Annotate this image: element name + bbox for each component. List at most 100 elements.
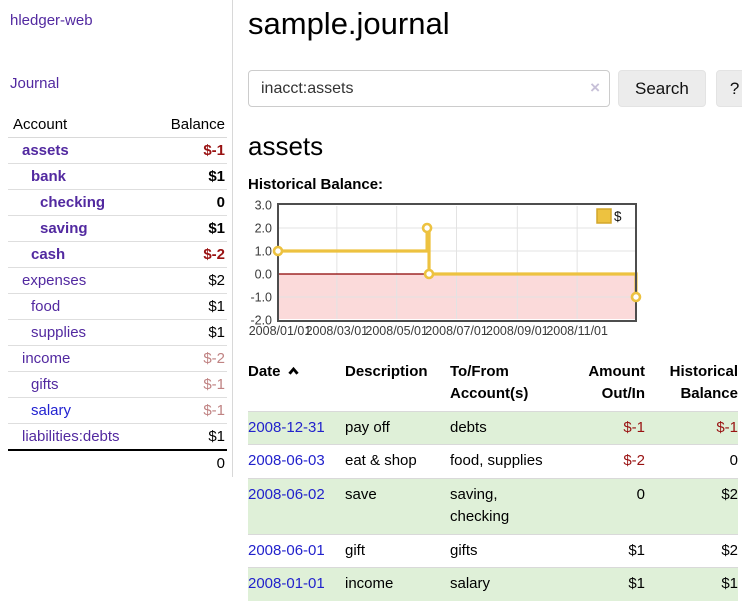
- account-link[interactable]: supplies: [31, 324, 87, 341]
- sidebar-nav: Journal: [10, 75, 226, 92]
- x-tick-label: 2008/07/01: [425, 324, 488, 338]
- legend-swatch: [596, 208, 612, 224]
- transaction-balance: $1: [721, 575, 738, 592]
- account-link[interactable]: expenses: [22, 272, 87, 289]
- transaction-row: 2008-01-01 income salary $1 $1: [248, 567, 738, 601]
- x-tick-label: 2008/03/01: [306, 324, 369, 338]
- column-header-balance: Historical Balance: [669, 363, 738, 402]
- transaction-accounts: salary: [450, 575, 491, 592]
- account-link[interactable]: checking: [40, 194, 106, 211]
- transaction-amount: $1: [628, 541, 645, 559]
- account-balance: $-1: [203, 142, 225, 159]
- brand-link[interactable]: hledger-web: [10, 12, 93, 29]
- transaction-balance: $2: [721, 485, 738, 503]
- transaction-accounts: gifts: [450, 541, 478, 559]
- account-row: gifts $-1: [8, 372, 227, 398]
- account-link[interactable]: bank: [31, 168, 67, 185]
- transaction-date-link[interactable]: 2008-06-02: [248, 485, 325, 503]
- account-link[interactable]: liabilities:debts: [22, 428, 120, 445]
- transaction-date-link[interactable]: 2008-06-03: [248, 452, 325, 469]
- column-header-account: To/From Account(s): [450, 363, 529, 402]
- help-button[interactable]: ?: [715, 70, 742, 107]
- column-header-amount: Amount Out/In: [588, 363, 645, 402]
- transaction-amount: $1: [628, 575, 645, 592]
- account-row: saving $1: [8, 216, 227, 242]
- transaction-row: 2008-06-02 save saving, checking 0 $2: [248, 478, 738, 534]
- legend-label: $: [614, 209, 622, 224]
- account-link[interactable]: assets: [22, 142, 69, 159]
- transaction-date-link[interactable]: 2008-06-01: [248, 541, 325, 559]
- account-link[interactable]: food: [31, 298, 61, 315]
- sidebar-item-journal[interactable]: Journal: [10, 75, 60, 92]
- main-content: sample.journal × Search ? assets Histori…: [233, 0, 742, 601]
- account-balance: $1: [208, 428, 225, 445]
- historical-balance-chart: $3.0 2.0 1.0 0.0 -1.0 -2.02008/01/012008/03/0…: [249, 199, 642, 338]
- transaction-balance: $2: [721, 541, 738, 559]
- x-tick-label: 2008/01/01: [249, 324, 312, 338]
- account-balance: $2: [208, 272, 225, 289]
- account-balance: $1: [208, 298, 225, 315]
- chart-label: Historical Balance:: [248, 176, 384, 193]
- transaction-description: save: [345, 485, 377, 503]
- brand: hledger-web: [10, 12, 226, 29]
- account-link[interactable]: saving: [40, 220, 88, 237]
- sort-ascending-icon: [287, 366, 299, 375]
- y-tick-label: -1.0: [250, 291, 272, 305]
- search-field-wrap: ×: [248, 70, 610, 107]
- transaction-amount: $-1: [623, 418, 645, 436]
- data-point-marker: [421, 222, 433, 234]
- account-row: liabilities:debts $1: [8, 424, 227, 450]
- y-tick-label: 3.0: [255, 199, 272, 213]
- data-point-marker: [630, 291, 642, 303]
- transaction-row: 2008-06-01 gift gifts $1 $2: [248, 534, 738, 568]
- account-link[interactable]: gifts: [31, 376, 59, 393]
- x-tick-label: 2008/11/01: [546, 324, 608, 338]
- account-balance: $1: [208, 168, 225, 185]
- account-link[interactable]: income: [22, 350, 71, 367]
- accounts-table-body: assets $-1 bank $1 checking 0 saving $1 …: [8, 138, 227, 450]
- account-row: food $1: [8, 294, 227, 320]
- accounts-total-value: 0: [216, 455, 225, 472]
- y-tick-label: 0.0: [255, 268, 272, 282]
- search-input[interactable]: [248, 70, 610, 107]
- account-balance: $-1: [203, 376, 225, 393]
- transaction-description: income: [345, 575, 394, 592]
- account-row: salary $-1: [8, 398, 227, 424]
- account-balance: $-1: [203, 402, 225, 419]
- account-balance: $1: [208, 220, 225, 237]
- account-link[interactable]: salary: [31, 402, 72, 419]
- data-point-marker: [272, 245, 284, 257]
- y-tick-label: 1.0: [255, 245, 272, 259]
- transaction-amount: $-2: [623, 452, 645, 469]
- clear-search-icon[interactable]: ×: [590, 78, 600, 97]
- transaction-row: 2008-06-03 eat & shop food, supplies $-2…: [248, 444, 738, 479]
- transactions-table-body: 2008-12-31 pay off debts $-1 $-1 2008-06…: [248, 411, 738, 601]
- account-balance: $-2: [203, 246, 225, 263]
- search-bar: × Search ?: [248, 70, 742, 107]
- x-tick-label: 2008/05/01: [365, 324, 428, 338]
- transaction-balance: $-1: [716, 418, 738, 436]
- transaction-row: 2008-12-31 pay off debts $-1 $-1: [248, 411, 738, 445]
- account-row: cash $-2: [8, 242, 227, 268]
- account-row: bank $1: [8, 164, 227, 190]
- x-tick-label: 2008/09/01: [486, 324, 549, 338]
- transaction-accounts: saving, checking: [450, 485, 510, 526]
- account-title: assets: [248, 131, 324, 161]
- account-link[interactable]: cash: [31, 246, 66, 263]
- transaction-date-link[interactable]: 2008-12-31: [248, 418, 325, 436]
- account-row: expenses $2: [8, 268, 227, 294]
- transaction-description: gift: [345, 541, 366, 559]
- column-header-date[interactable]: Date: [248, 357, 345, 411]
- search-button[interactable]: Search: [618, 70, 706, 107]
- y-tick-label: -2.0: [250, 314, 272, 328]
- account-balance: 0: [216, 194, 225, 211]
- transaction-accounts: food, supplies: [450, 452, 543, 469]
- transactions-table: Date Description To/From Account(s) Amou…: [248, 357, 738, 601]
- account-row: income $-2: [8, 346, 227, 372]
- transaction-date-link[interactable]: 2008-01-01: [248, 575, 325, 592]
- accounts-total-row: 0: [8, 450, 227, 476]
- transaction-description: pay off: [345, 418, 390, 436]
- column-header-description: Description: [345, 363, 428, 380]
- plot-border: [277, 203, 637, 322]
- accounts-table: Account Balance assets $-1 bank $1 check…: [8, 112, 227, 476]
